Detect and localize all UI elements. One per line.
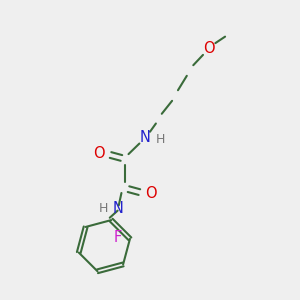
Text: H: H <box>156 134 166 146</box>
Text: O: O <box>203 41 215 56</box>
Text: N: N <box>139 130 150 145</box>
Text: O: O <box>94 146 105 161</box>
Text: O: O <box>145 186 156 201</box>
Text: F: F <box>113 230 122 245</box>
Text: N: N <box>113 201 124 216</box>
Text: H: H <box>99 202 108 215</box>
